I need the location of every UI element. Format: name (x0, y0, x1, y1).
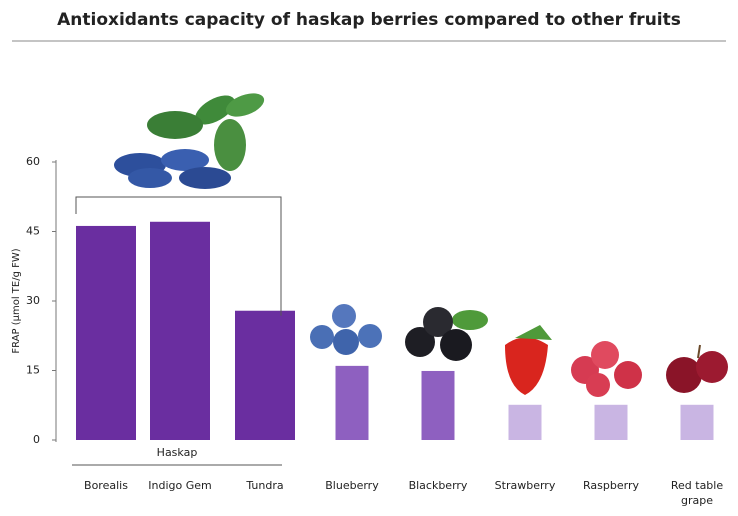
bar (594, 404, 628, 440)
x-tick-label: Strawberry (494, 479, 556, 492)
x-tick-label: Tundra (246, 479, 284, 492)
group-label: Haskap (157, 446, 198, 459)
bar (76, 225, 136, 440)
x-tick-label: Indigo Gem (148, 479, 212, 492)
raspberry-illustration (571, 341, 642, 397)
y-tick-label: 15 (26, 364, 40, 377)
bar (508, 404, 542, 440)
x-tick-label: Borealis (84, 479, 128, 492)
strawberry-illustration (505, 325, 552, 395)
x-tick-label: Red table grape (670, 479, 724, 507)
bar (335, 365, 369, 440)
bar (150, 221, 210, 440)
bar (421, 370, 455, 440)
haskap-illustration (114, 93, 265, 189)
group-bracket (75, 196, 282, 316)
grape-illustration (666, 344, 728, 393)
x-tick-label: Blueberry (325, 479, 379, 492)
blackberry-illustration (405, 307, 488, 361)
y-tick-label: 30 (26, 294, 40, 307)
y-tick-label: 0 (33, 433, 40, 446)
x-tick-label: Blackberry (408, 479, 468, 492)
x-tick-label: Raspberry (583, 479, 639, 492)
y-tick-label: 60 (26, 155, 40, 168)
y-tick-label: 45 (26, 225, 40, 238)
chart-title: Antioxidants capacity of haskap berries … (57, 10, 681, 30)
bar (235, 310, 295, 440)
bar (680, 404, 714, 440)
blueberry-illustration (310, 304, 382, 355)
y-axis-label: FRAP (µmol TE/g FW) (11, 248, 22, 353)
